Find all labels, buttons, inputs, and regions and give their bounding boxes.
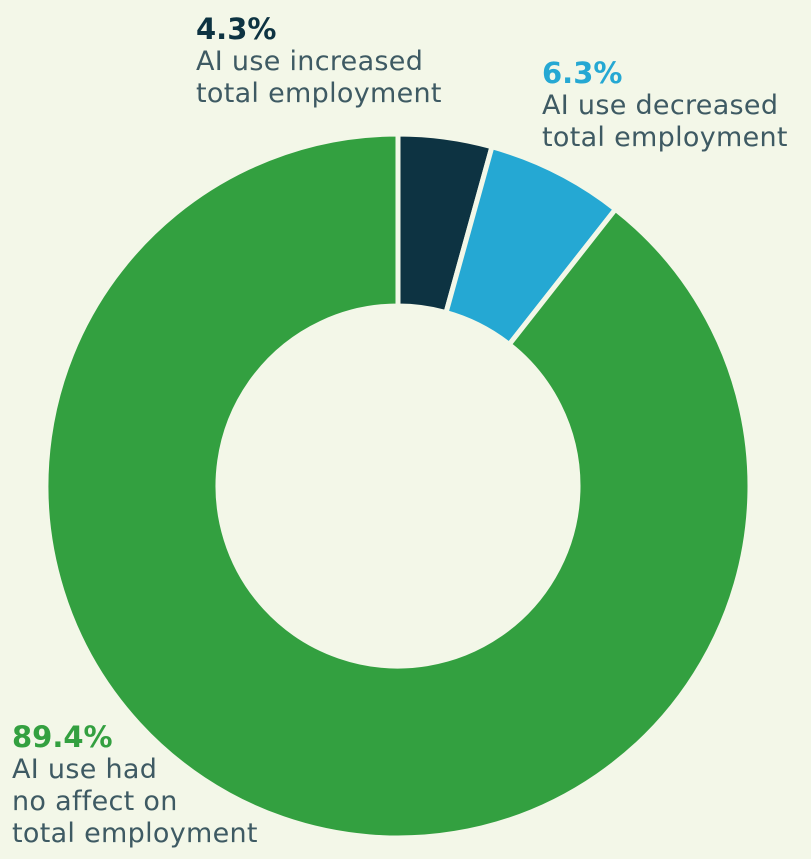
slice-label-no-effect: 89.4% AI use had no affect on total empl…	[12, 720, 258, 850]
slice-percent-increased: 4.3%	[196, 12, 277, 46]
slice-label-decreased: 6.3% AI use decreased total employment	[542, 56, 788, 154]
slice-desc-no-effect-line-1: AI use had	[12, 754, 158, 786]
donut-slice-no-effect	[43, 131, 753, 841]
slice-percent-no-effect: 89.4%	[12, 720, 113, 754]
slice-desc-decreased-line-2: total employment	[542, 122, 788, 154]
slice-percent-decreased: 6.3%	[542, 56, 623, 90]
slice-label-increased: 4.3% AI use increased total employment	[196, 12, 442, 110]
slice-desc-increased-line-2: total employment	[196, 78, 442, 110]
slice-desc-no-effect-line-3: total employment	[12, 817, 258, 849]
slice-desc-no-effect-line-2: no affect on	[12, 786, 178, 818]
slice-desc-decreased-line-1: AI use decreased	[542, 90, 779, 122]
slice-desc-increased-line-1: AI use increased	[196, 46, 424, 78]
